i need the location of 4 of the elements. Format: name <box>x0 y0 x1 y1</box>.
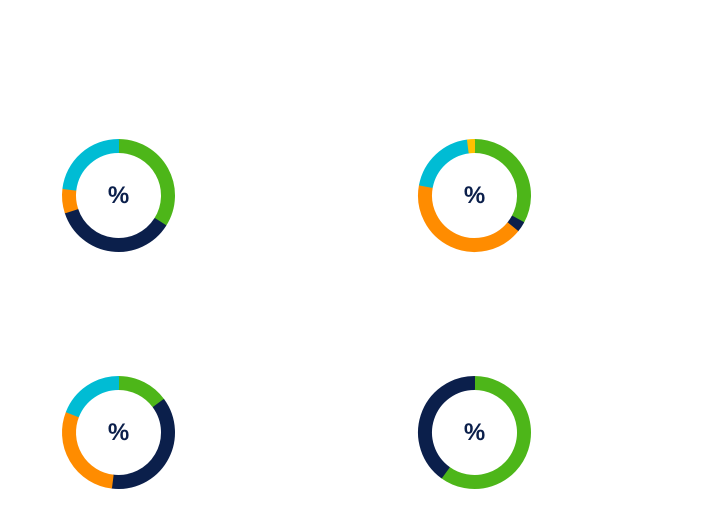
text: % <box>464 182 486 209</box>
text: % <box>108 182 130 209</box>
text: % <box>464 419 486 446</box>
text: % <box>108 419 130 446</box>
